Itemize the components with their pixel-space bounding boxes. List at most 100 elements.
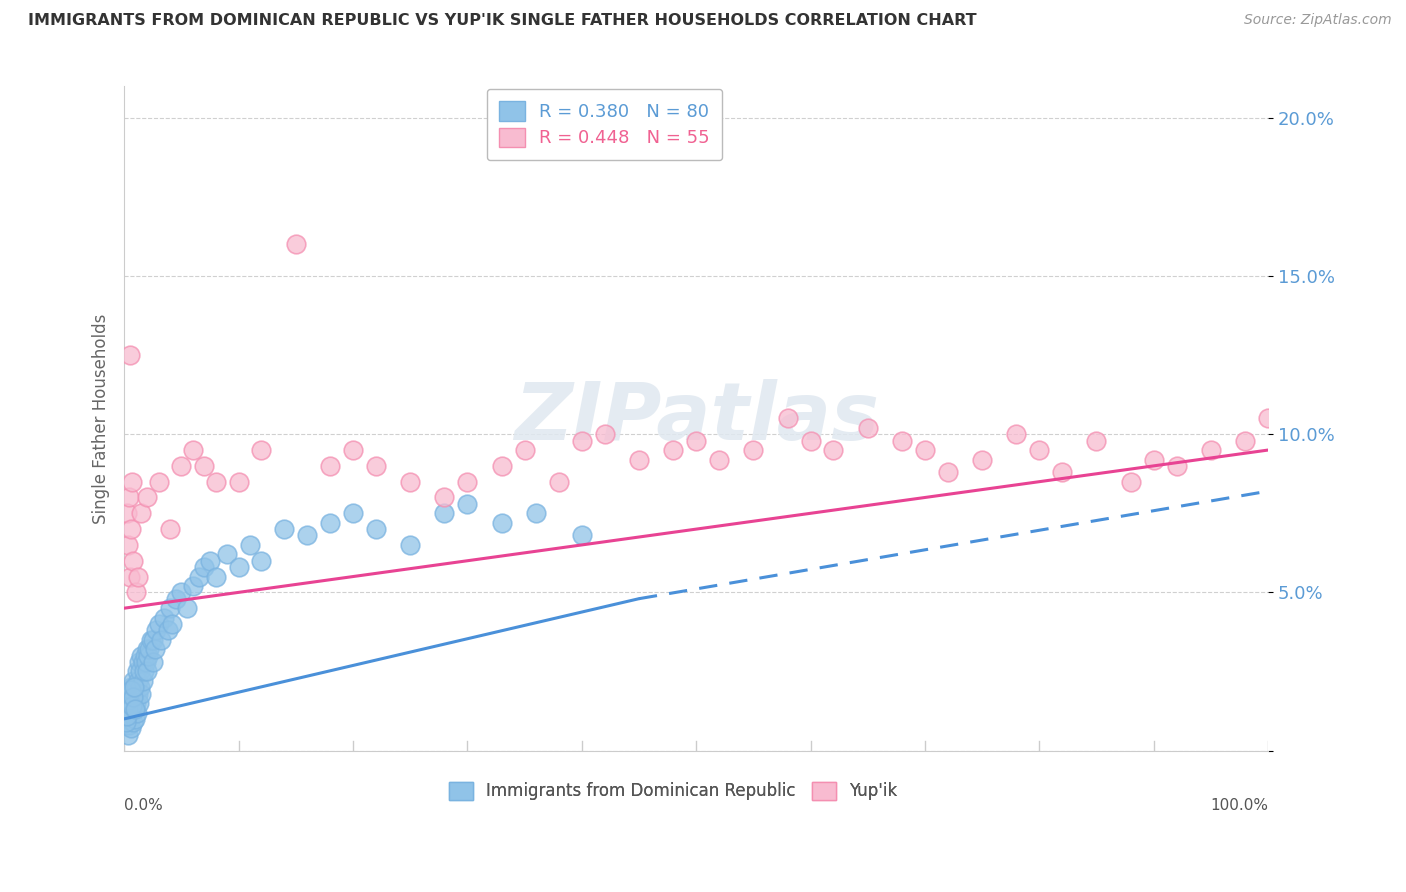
Point xyxy=(127,569,149,583)
Point xyxy=(125,706,148,720)
Point xyxy=(239,538,262,552)
Point xyxy=(456,497,478,511)
Point xyxy=(342,506,364,520)
Point xyxy=(136,665,159,679)
Point xyxy=(134,648,156,663)
Point xyxy=(571,528,593,542)
Point xyxy=(136,491,159,505)
Point xyxy=(136,648,159,663)
Point xyxy=(159,522,181,536)
Point xyxy=(399,538,422,552)
Text: 100.0%: 100.0% xyxy=(1211,798,1268,813)
Point xyxy=(122,554,145,568)
Point xyxy=(399,475,422,489)
Text: ZIPatlas: ZIPatlas xyxy=(513,379,879,458)
Point xyxy=(143,642,166,657)
Point xyxy=(547,475,569,489)
Point xyxy=(856,421,879,435)
Text: Source: ZipAtlas.com: Source: ZipAtlas.com xyxy=(1244,13,1392,28)
Point xyxy=(204,569,226,583)
Point xyxy=(1050,465,1073,479)
Text: 0.0%: 0.0% xyxy=(124,798,163,813)
Point xyxy=(129,680,152,694)
Point xyxy=(124,680,146,694)
Point xyxy=(120,680,142,694)
Point xyxy=(707,452,730,467)
Point xyxy=(524,506,547,520)
Point xyxy=(513,443,536,458)
Point xyxy=(118,687,141,701)
Point xyxy=(456,475,478,489)
Point xyxy=(122,673,145,688)
Point xyxy=(122,714,145,729)
Point xyxy=(131,687,153,701)
Point xyxy=(1199,443,1222,458)
Point xyxy=(165,591,187,606)
Point xyxy=(131,506,153,520)
Point xyxy=(159,601,181,615)
Point xyxy=(129,665,152,679)
Point xyxy=(124,712,146,726)
Point xyxy=(142,655,165,669)
Point xyxy=(115,714,138,729)
Point xyxy=(1028,443,1050,458)
Point xyxy=(273,522,295,536)
Point xyxy=(1143,452,1166,467)
Point xyxy=(319,516,342,530)
Point xyxy=(117,702,139,716)
Point xyxy=(181,443,204,458)
Point xyxy=(1005,427,1028,442)
Point xyxy=(118,491,141,505)
Point xyxy=(132,665,155,679)
Point xyxy=(121,696,143,710)
Point xyxy=(131,648,153,663)
Point xyxy=(115,506,138,520)
Point xyxy=(742,443,765,458)
Point xyxy=(114,718,136,732)
Point xyxy=(162,617,184,632)
Point xyxy=(145,624,167,638)
Point xyxy=(121,690,143,704)
Point xyxy=(124,687,146,701)
Y-axis label: Single Father Households: Single Father Households xyxy=(93,313,110,524)
Point xyxy=(250,443,273,458)
Text: IMMIGRANTS FROM DOMINICAN REPUBLIC VS YUP'IK SINGLE FATHER HOUSEHOLDS CORRELATIO: IMMIGRANTS FROM DOMINICAN REPUBLIC VS YU… xyxy=(28,13,977,29)
Point xyxy=(121,706,143,720)
Point xyxy=(181,579,204,593)
Point xyxy=(117,706,139,720)
Point xyxy=(120,683,142,698)
Point xyxy=(135,655,157,669)
Point xyxy=(364,522,387,536)
Point xyxy=(156,624,179,638)
Point xyxy=(127,673,149,688)
Point xyxy=(1166,458,1188,473)
Point xyxy=(799,434,821,448)
Point xyxy=(131,655,153,669)
Point xyxy=(118,696,141,710)
Point xyxy=(491,458,513,473)
Point xyxy=(319,458,342,473)
Point xyxy=(1257,411,1279,425)
Point xyxy=(120,722,142,736)
Point xyxy=(198,554,221,568)
Point xyxy=(284,237,307,252)
Point xyxy=(204,475,226,489)
Point xyxy=(193,458,215,473)
Point xyxy=(125,665,148,679)
Point xyxy=(1119,475,1142,489)
Point xyxy=(593,427,616,442)
Point xyxy=(433,506,456,520)
Point xyxy=(121,475,143,489)
Point xyxy=(228,475,250,489)
Point xyxy=(193,560,215,574)
Point xyxy=(1085,434,1108,448)
Point xyxy=(148,475,170,489)
Point xyxy=(128,696,150,710)
Point xyxy=(297,528,319,542)
Point xyxy=(118,348,141,362)
Point xyxy=(228,560,250,574)
Point xyxy=(170,585,193,599)
Point xyxy=(136,642,159,657)
Point xyxy=(117,728,139,742)
Point xyxy=(250,554,273,568)
